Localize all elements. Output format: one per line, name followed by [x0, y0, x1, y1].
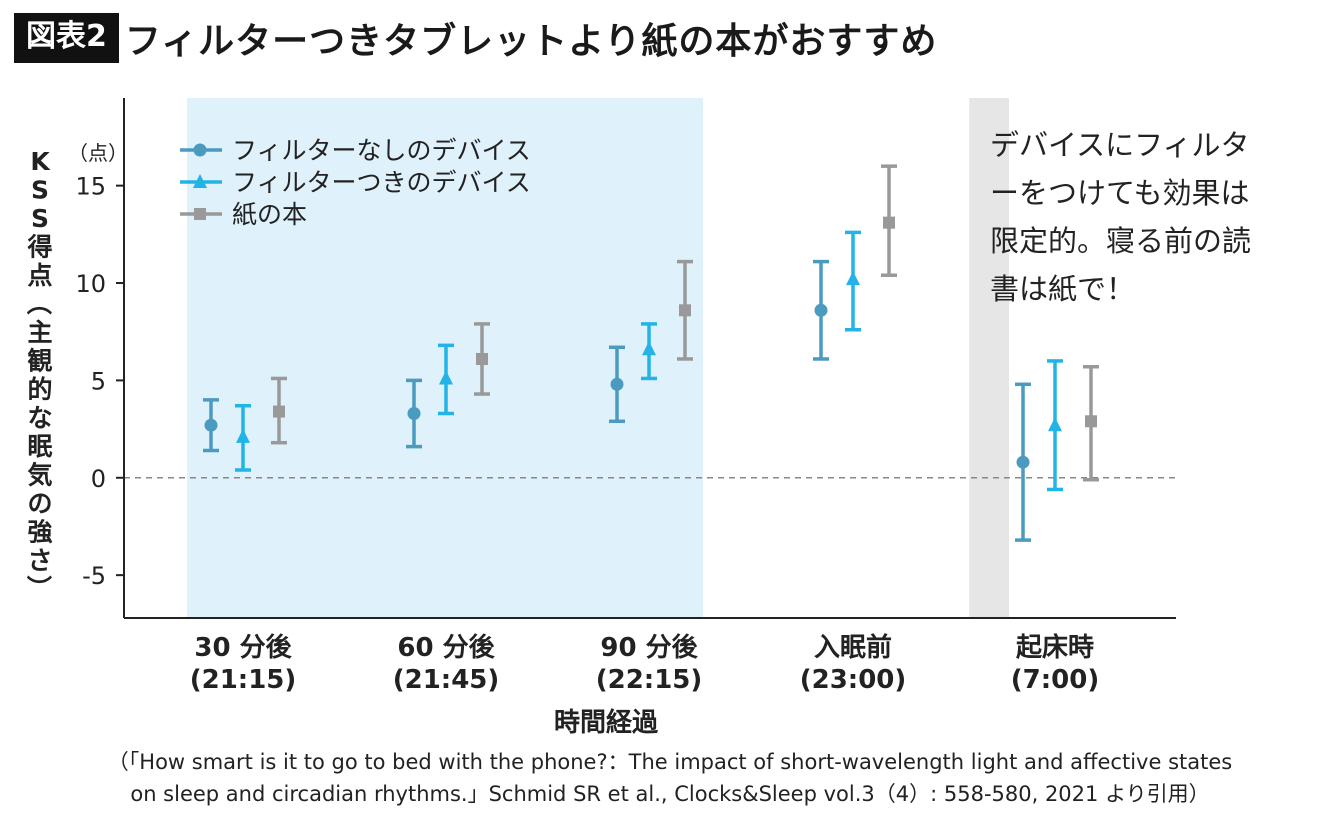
x-axis-label: 時間経過 [554, 707, 659, 738]
annotation-line: 限定的。寝る前の読 [990, 224, 1251, 258]
x-tick-sublabel: (22:15) [596, 665, 703, 695]
legend-label: フィルターつきのデバイス [232, 168, 531, 197]
y-axis-label-char: S [31, 176, 49, 205]
data-point [883, 216, 895, 229]
data-point [273, 405, 285, 418]
shaded-region-1 [969, 98, 1009, 618]
legend-marker [193, 143, 207, 157]
figure-tag: 図表2 [14, 13, 119, 63]
y-axis-label-char: 得 [26, 233, 52, 262]
data-point [1085, 415, 1097, 428]
y-axis-label-char: S [31, 204, 49, 233]
legend-label: フィルターなしのデバイス [232, 136, 531, 165]
data-point [407, 407, 421, 421]
annotation-line: ーをつけても効果は [990, 176, 1250, 210]
data-point [204, 418, 218, 432]
x-tick-sublabel: (21:15) [190, 665, 297, 695]
data-point [610, 377, 624, 391]
legend-marker [193, 174, 207, 188]
y-axis-label-char: 気 [27, 461, 52, 490]
annotation-line: 書は紙で！ [990, 272, 1135, 306]
y-axis-label-char: 観 [27, 347, 52, 376]
x-tick-label: 60 分後 [397, 632, 495, 663]
data-point [642, 341, 656, 356]
x-tick-sublabel: (21:45) [393, 665, 500, 695]
y-axis-label-char: ） [24, 575, 53, 600]
data-point [476, 352, 488, 365]
x-tick-sublabel: (7:00) [1011, 665, 1099, 695]
header: 図表2 フィルターつきタブレットより紙の本がおすすめ [14, 10, 937, 66]
x-tick-label: 起床時 [1016, 632, 1094, 663]
y-tick-label: 5 [91, 367, 106, 395]
data-point [814, 303, 828, 317]
source-line-2: on sleep and circadian rhythms.」Schmid S… [130, 782, 1210, 806]
y-axis-label-char: さ [27, 546, 52, 575]
source-citation: （「How smart is it to go to bed with the … [0, 746, 1340, 810]
y-axis-unit: （点） [68, 141, 128, 165]
data-point [439, 370, 453, 385]
data-point [1016, 455, 1030, 469]
chart-title: フィルターつきタブレットより紙の本がおすすめ [124, 21, 938, 62]
x-tick-label: 入眠前 [814, 632, 892, 663]
data-point [1048, 417, 1062, 432]
y-axis-label-char: の [27, 489, 52, 518]
y-tick-label: 15 [75, 173, 106, 201]
y-axis-label-char: な [27, 404, 52, 433]
data-point [236, 428, 250, 443]
y-axis-label-char: （ [24, 290, 53, 315]
y-axis-label-char: K [30, 147, 51, 176]
legend-marker [194, 208, 206, 220]
data-point [846, 271, 860, 286]
y-axis-label-char: 主 [27, 318, 52, 347]
y-axis-label-char: 眠 [27, 432, 52, 461]
x-tick-label: 30 分後 [194, 632, 292, 663]
annotation-line: デバイスにフィルタ [990, 128, 1250, 162]
data-point [679, 304, 691, 317]
y-axis-label-char: 点 [27, 261, 52, 290]
legend-label: 紙の本 [232, 200, 307, 229]
x-tick-label: 90 分後 [600, 632, 698, 663]
y-tick-label: 0 [91, 465, 106, 493]
y-axis-label-char: 的 [27, 375, 52, 404]
y-tick-label: -5 [82, 562, 106, 590]
y-axis-label-char: 強 [27, 518, 52, 547]
source-line-1: （「How smart is it to go to bed with the … [107, 750, 1233, 774]
x-tick-sublabel: (23:00) [800, 665, 907, 695]
y-tick-label: 10 [75, 270, 106, 298]
